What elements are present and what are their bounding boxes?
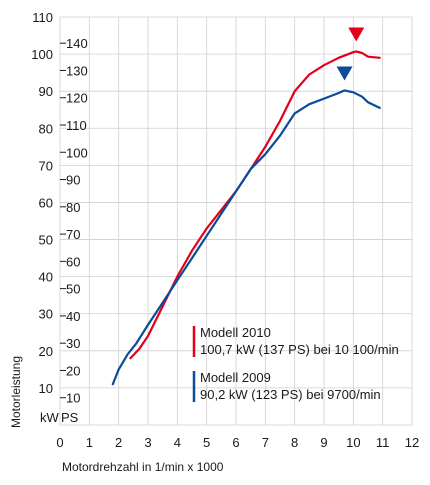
kw-tick-label: 10 [39, 381, 53, 396]
ps-tick-label: 70 [66, 227, 80, 242]
kw-tick-label: 30 [39, 307, 53, 322]
kw-tick-label: 100 [31, 47, 53, 62]
x-tick-label: 10 [346, 435, 360, 450]
ps-tick-label: 40 [66, 309, 80, 324]
x-tick-label: 7 [262, 435, 269, 450]
x-tick-label: 12 [405, 435, 419, 450]
kw-tick-label: 60 [39, 195, 53, 210]
x-axis-ticks: 0 1 2 3 4 5 6 7 8 9 10 11 12 [56, 435, 419, 450]
x-tick-label: 3 [144, 435, 151, 450]
ps-tick-label: 110 [66, 118, 87, 133]
ps-tick-label: 80 [66, 200, 80, 215]
legend-series-name: Modell 2010 [200, 325, 271, 340]
kw-tick-label: 20 [39, 344, 53, 359]
peak-markers [336, 27, 365, 81]
ps-tick-label: 140 [66, 36, 88, 51]
y-axis-label: Motorleistung [9, 356, 23, 428]
ps-tick-label: 20 [66, 363, 80, 378]
ps-tick-label: 50 [66, 282, 80, 297]
x-tick-label: 5 [203, 435, 210, 450]
kw-tick-label: 50 [39, 233, 53, 248]
ps-tick-label: 60 [66, 254, 80, 269]
kw-tick-label: 70 [39, 158, 53, 173]
ps-tick-label: 10 [66, 391, 80, 406]
ps-tick-label: 30 [66, 336, 80, 351]
x-tick-label: 8 [291, 435, 298, 450]
x-tick-label: 6 [232, 435, 239, 450]
series-lines [111, 50, 381, 386]
grid [59, 16, 413, 426]
ps-unit-label: PS [61, 410, 79, 425]
x-axis-label: Motordrehzahl in 1/min x 1000 [62, 460, 224, 474]
peak-marker-modell-2010 [348, 27, 365, 42]
ps-axis-ticks: 10 20 30 40 50 60 70 80 90 100 110 120 130 140 [60, 36, 88, 406]
x-tick-label: 2 [115, 435, 122, 450]
kw-tick-label: 90 [39, 84, 53, 99]
legend: Modell 2010 100,7 kW (137 PS) bei 10 100/… [192, 325, 399, 402]
x-tick-label: 1 [86, 435, 93, 450]
x-tick-label: 9 [320, 435, 327, 450]
ps-tick-label: 100 [66, 145, 88, 160]
peak-marker-modell-2009 [336, 66, 353, 81]
x-tick-label: 0 [56, 435, 63, 450]
kw-tick-label: 80 [39, 121, 53, 136]
legend-series-detail: 100,7 kW (137 PS) bei 10 100/min [200, 342, 399, 357]
ps-tick-label: 130 [66, 63, 88, 78]
kw-tick-label: 110 [32, 10, 53, 25]
series-line-modell-2009 [111, 89, 381, 386]
legend-series-detail: 90,2 kW (123 PS) bei 9700/min [200, 387, 381, 402]
x-tick-label: 11 [376, 435, 390, 450]
ps-tick-label: 90 [66, 173, 80, 188]
kw-tick-label: 40 [39, 270, 53, 285]
x-tick-label: 4 [174, 435, 181, 450]
kw-axis-ticks: 10 20 30 40 50 60 70 80 90 100 110 [31, 10, 53, 396]
kw-unit-label: kW [40, 410, 60, 425]
ps-tick-label: 120 [66, 91, 88, 106]
legend-series-name: Modell 2009 [200, 370, 271, 385]
